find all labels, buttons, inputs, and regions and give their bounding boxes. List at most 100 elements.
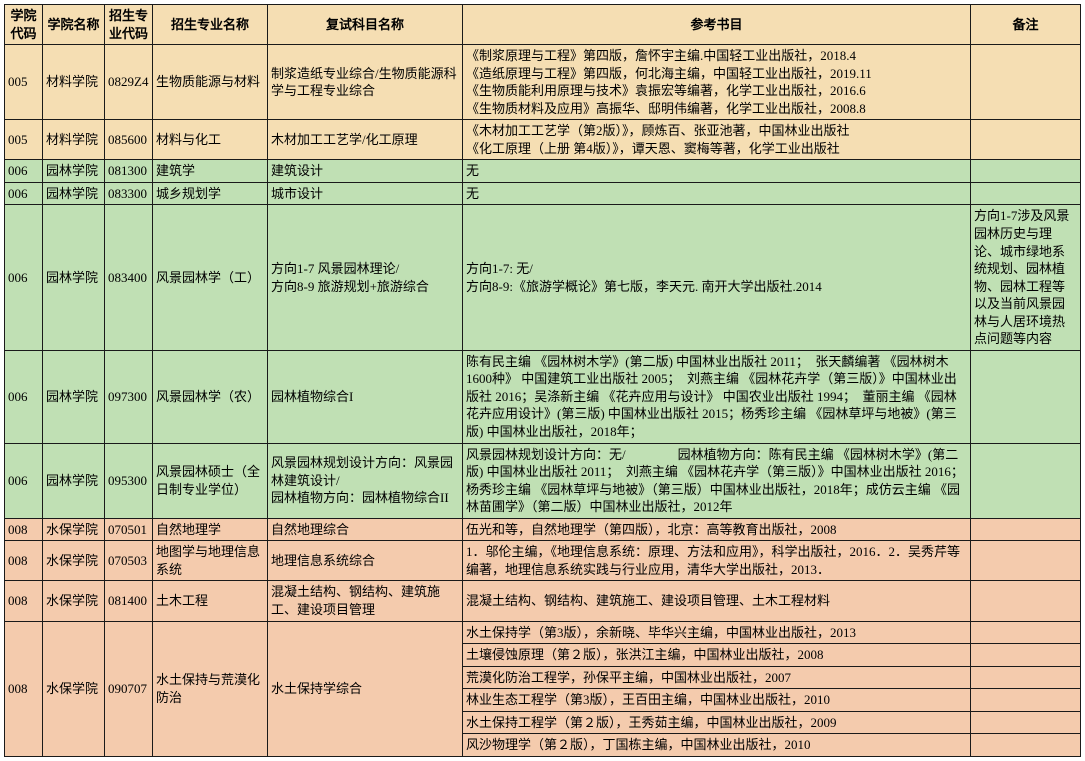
cell-references: 荒漠化防治工程学，孙保平主编，中国林业出版社，2007 xyxy=(463,666,971,689)
cell-exam-subject: 制浆造纸专业综合/生物质能源科学与工程专业综合 xyxy=(268,45,463,120)
table-row: 005材料学院0829Z4生物质能源与材料制浆造纸专业综合/生物质能源科学与工程… xyxy=(5,45,1081,120)
cell-references: 水土保持工程学（第２版），王秀茹主编，中国林业出版社，2009 xyxy=(463,711,971,734)
cell-college-code: 008 xyxy=(5,541,43,581)
cell-college-code: 008 xyxy=(5,518,43,541)
table-row: 008水保学院081400土木工程混凝土结构、钢结构、建筑施工、建设项目管理混凝… xyxy=(5,581,1081,621)
cell-references: 1．邬伦主编，《地理信息系统：原理、方法和应用》，科学出版社，2016．2．吴秀… xyxy=(463,541,971,581)
cell-remark xyxy=(971,120,1081,160)
cell-college-name: 园林学院 xyxy=(43,182,105,205)
cell-exam-subject: 风景园林规划设计方向：风景园林建筑设计/ 园林植物方向：园林植物综合II xyxy=(268,443,463,518)
cell-college-code: 006 xyxy=(5,182,43,205)
cell-major-name: 生物质能源与材料 xyxy=(153,45,268,120)
table-row: 006园林学院083400风景园林学（工）方向1-7 风景园林理论/方向8-9 … xyxy=(5,205,1081,350)
cell-remark xyxy=(971,644,1081,667)
cell-remark xyxy=(971,689,1081,712)
table-row: 006园林学院095300风景园林硕士（全日制专业学位）风景园林规划设计方向：风… xyxy=(5,443,1081,518)
cell-college-code: 008 xyxy=(5,581,43,621)
cell-references: 林业生态工程学（第3版），王百田主编，中国林业出版社，2010 xyxy=(463,689,971,712)
cell-college-code: 006 xyxy=(5,205,43,350)
cell-major-name: 风景园林学（农） xyxy=(153,350,268,443)
cell-major-code: 081300 xyxy=(105,160,153,183)
cell-references: 《木材加工工艺学（第2版）》，顾炼百、张亚池著，中国林业出版社《化工原理（上册 … xyxy=(463,120,971,160)
cell-exam-subject: 方向1-7 风景园林理论/方向8-9 旅游规划+旅游综合 xyxy=(268,205,463,350)
cell-college-name: 园林学院 xyxy=(43,350,105,443)
cell-references: 风沙物理学（第２版），丁国栋主编，中国林业出版社，2010 xyxy=(463,734,971,757)
cell-college-name: 园林学院 xyxy=(43,160,105,183)
table-row: 006园林学院081300建筑学建筑设计无 xyxy=(5,160,1081,183)
cell-exam-subject: 城市设计 xyxy=(268,182,463,205)
cell-major-name: 自然地理学 xyxy=(153,518,268,541)
cell-remark xyxy=(971,621,1081,644)
cell-college-name: 园林学院 xyxy=(43,205,105,350)
cell-references: 《制浆原理与工程》第四版，詹怀宇主编.中国轻工业出版社，2018.4《造纸原理与… xyxy=(463,45,971,120)
cell-remark xyxy=(971,45,1081,120)
cell-major-name: 土木工程 xyxy=(153,581,268,621)
cell-college-name: 水保学院 xyxy=(43,518,105,541)
cell-remark xyxy=(971,666,1081,689)
cell-remark xyxy=(971,182,1081,205)
cell-major-code: 070501 xyxy=(105,518,153,541)
cell-remark xyxy=(971,518,1081,541)
cell-college-code: 005 xyxy=(5,45,43,120)
table-row: 008水保学院070503地图学与地理信息系统地理信息系统综合1．邬伦主编，《地… xyxy=(5,541,1081,581)
cell-major-name: 建筑学 xyxy=(153,160,268,183)
cell-college-name: 水保学院 xyxy=(43,541,105,581)
cell-references: 混凝土结构、钢结构、建筑施工、建设项目管理、土木工程材料 xyxy=(463,581,971,621)
table-row: 005材料学院085600材料与化工木材加工工艺学/化工原理《木材加工工艺学（第… xyxy=(5,120,1081,160)
col-college-name: 学院名称 xyxy=(43,5,105,45)
cell-remark: 方向1-7涉及风景园林历史与理论、城市绿地系统规划、园林植物、园林工程等以及当前… xyxy=(971,205,1081,350)
col-exam-subject: 复试科目名称 xyxy=(268,5,463,45)
cell-college-name: 水保学院 xyxy=(43,581,105,621)
table-row: 008水保学院090707水土保持与荒漠化防治水土保持学综合水土保持学（第3版）… xyxy=(5,621,1081,644)
cell-remark xyxy=(971,160,1081,183)
cell-exam-subject: 地理信息系统综合 xyxy=(268,541,463,581)
cell-remark xyxy=(971,711,1081,734)
cell-major-code: 0829Z4 xyxy=(105,45,153,120)
cell-remark xyxy=(971,350,1081,443)
cell-major-name: 地图学与地理信息系统 xyxy=(153,541,268,581)
table-row: 006园林学院083300城乡规划学城市设计无 xyxy=(5,182,1081,205)
cell-remark xyxy=(971,734,1081,757)
cell-references: 陈有民主编 《园林树木学》(第二版) 中国林业出版社 2011； 张天麟编著 《… xyxy=(463,350,971,443)
admissions-table: 学院代码 学院名称 招生专业代码 招生专业名称 复试科目名称 参考书目 备注 0… xyxy=(4,4,1081,757)
cell-references: 土壤侵蚀原理（第２版），张洪江主编，中国林业出版社，2008 xyxy=(463,644,971,667)
cell-major-name: 城乡规划学 xyxy=(153,182,268,205)
cell-exam-subject: 自然地理综合 xyxy=(268,518,463,541)
cell-references: 伍光和等，自然地理学（第四版），北京：高等教育出版社，2008 xyxy=(463,518,971,541)
col-college-code: 学院代码 xyxy=(5,5,43,45)
cell-major-name: 材料与化工 xyxy=(153,120,268,160)
header-row: 学院代码 学院名称 招生专业代码 招生专业名称 复试科目名称 参考书目 备注 xyxy=(5,5,1081,45)
cell-college-code: 006 xyxy=(5,350,43,443)
cell-major-name: 风景园林学（工） xyxy=(153,205,268,350)
cell-references: 无 xyxy=(463,160,971,183)
cell-major-code: 081400 xyxy=(105,581,153,621)
table-row: 008水保学院070501自然地理学自然地理综合伍光和等，自然地理学（第四版），… xyxy=(5,518,1081,541)
cell-references: 方向1-7: 无/ 方向8-9:《旅游学概论》第七版，李天元. 南开大学出版社.… xyxy=(463,205,971,350)
cell-college-code: 005 xyxy=(5,120,43,160)
cell-college-name: 园林学院 xyxy=(43,443,105,518)
col-major-name: 招生专业名称 xyxy=(153,5,268,45)
cell-exam-subject: 混凝土结构、钢结构、建筑施工、建设项目管理 xyxy=(268,581,463,621)
col-major-code: 招生专业代码 xyxy=(105,5,153,45)
cell-references: 风景园林规划设计方向：无/ 园林植物方向：陈有民主编 《园林树木学》(第二版) … xyxy=(463,443,971,518)
cell-college-code: 006 xyxy=(5,443,43,518)
cell-major-code: 083300 xyxy=(105,182,153,205)
cell-major-code: 090707 xyxy=(105,621,153,756)
cell-remark xyxy=(971,541,1081,581)
cell-major-name: 风景园林硕士（全日制专业学位） xyxy=(153,443,268,518)
cell-college-code: 006 xyxy=(5,160,43,183)
cell-references: 水土保持学（第3版），余新晓、毕华兴主编，中国林业出版社，2013 xyxy=(463,621,971,644)
col-references: 参考书目 xyxy=(463,5,971,45)
cell-college-name: 材料学院 xyxy=(43,45,105,120)
cell-major-name: 水土保持与荒漠化防治 xyxy=(153,621,268,756)
cell-major-code: 095300 xyxy=(105,443,153,518)
cell-major-code: 085600 xyxy=(105,120,153,160)
cell-college-name: 材料学院 xyxy=(43,120,105,160)
cell-major-code: 083400 xyxy=(105,205,153,350)
cell-references: 无 xyxy=(463,182,971,205)
cell-major-code: 070503 xyxy=(105,541,153,581)
table-row: 006园林学院097300风景园林学（农）园林植物综合I陈有民主编 《园林树木学… xyxy=(5,350,1081,443)
cell-college-name: 水保学院 xyxy=(43,621,105,756)
cell-exam-subject: 木材加工工艺学/化工原理 xyxy=(268,120,463,160)
cell-exam-subject: 水土保持学综合 xyxy=(268,621,463,756)
